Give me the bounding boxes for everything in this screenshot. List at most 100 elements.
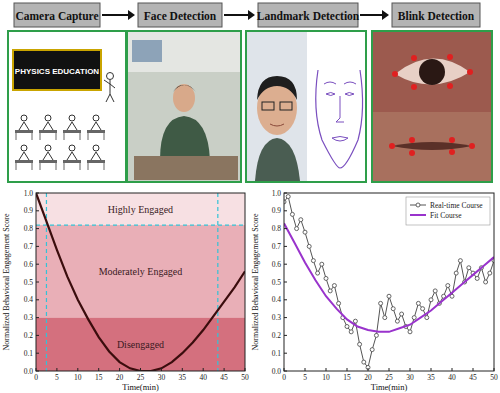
y-tick-label: 0.0 [24, 367, 34, 376]
arrow [102, 14, 129, 16]
landmark-dot [411, 84, 417, 90]
y-axis-label: Normalized Behavioral Engagement Score [251, 213, 260, 351]
y-tick [284, 282, 287, 283]
x-tick [452, 368, 453, 371]
desk-legs [40, 133, 56, 140]
series-point [362, 360, 366, 364]
desk [87, 160, 105, 163]
glasses-right [280, 102, 292, 110]
y-tick-label: 0.2 [24, 331, 34, 340]
y-tick [284, 317, 287, 318]
desk [63, 160, 81, 163]
plot-bg [36, 193, 245, 371]
step-label: Landmark Detection [257, 10, 360, 22]
y-tick [284, 210, 287, 211]
board-text: PHYSICS EDUCATION [15, 67, 100, 76]
x-tick [473, 368, 474, 371]
series-point [433, 289, 437, 293]
reference-line [217, 193, 218, 371]
desk [63, 130, 81, 133]
student-head [21, 145, 27, 151]
x-tick-label: 40 [448, 373, 456, 382]
desk-legs [88, 163, 104, 170]
y-tick-label: 0.7 [272, 242, 282, 251]
x-tick [182, 368, 183, 371]
x-tick [326, 368, 327, 371]
legend-box [406, 197, 490, 225]
x-tick-label: 45 [220, 373, 228, 382]
face-photo-bg [247, 32, 307, 181]
student-head [21, 115, 27, 121]
series-point [383, 316, 387, 320]
student-head [93, 115, 99, 121]
series-point [311, 259, 315, 263]
series-point [408, 330, 412, 334]
y-tick-label: 0.3 [24, 313, 34, 322]
x-tick-label: 25 [385, 373, 393, 382]
y-tick-label: 1.0 [24, 189, 34, 198]
series-point [400, 312, 404, 316]
y-tick-label: 0.4 [272, 295, 282, 304]
y-tick [284, 353, 287, 354]
y-tick [284, 335, 287, 336]
desk-top [134, 156, 238, 180]
band [36, 193, 245, 225]
student-head [93, 145, 99, 151]
series-point [370, 348, 374, 352]
x-tick-label: 5 [303, 373, 307, 382]
series-point [446, 284, 450, 288]
classroom-illustration: PHYSICS EDUCATION [13, 50, 115, 170]
y-tick-label: 0.2 [272, 331, 282, 340]
x-tick-label: 5 [55, 373, 59, 382]
series-point [353, 319, 357, 323]
landmark-dot [449, 137, 455, 143]
x-tick-label: 15 [95, 373, 103, 382]
y-tick-label: 0.0 [272, 367, 282, 376]
band [36, 318, 245, 371]
series-point [395, 319, 399, 323]
step-label: Face Detection [144, 10, 217, 22]
desk [15, 130, 33, 133]
plot-frame [36, 193, 245, 371]
series-point [475, 276, 479, 280]
series-point [324, 276, 328, 280]
series-point [391, 307, 395, 311]
arrow-head [248, 10, 255, 20]
student-head [45, 145, 51, 151]
x-axis-label: Time(min) [122, 382, 159, 392]
y-tick-label: 0.3 [272, 313, 282, 322]
student-body [91, 122, 101, 130]
series-point [412, 316, 416, 320]
y-tick [36, 317, 39, 318]
eye-photo-closed [373, 112, 491, 181]
series-line [36, 193, 245, 371]
series-point [307, 244, 311, 248]
series-point [421, 307, 425, 311]
x-tick-label: 45 [469, 373, 477, 382]
series-point [387, 294, 391, 298]
chart: 051015202530354045500.00.10.20.30.40.50.… [251, 189, 498, 392]
blackboard [13, 50, 101, 90]
x-tick-label: 35 [427, 373, 435, 382]
series-point [320, 262, 324, 266]
x-tick [140, 368, 141, 371]
series-point [286, 195, 290, 199]
mesh-jaw [316, 70, 363, 168]
y-tick [36, 282, 39, 283]
window [132, 40, 162, 62]
series-point [316, 271, 320, 275]
desk-legs [16, 163, 32, 170]
wall [128, 32, 240, 72]
student-head [45, 115, 51, 121]
mouth [270, 124, 284, 126]
eye-open [395, 58, 470, 84]
series-line [284, 197, 494, 368]
step-label: Camera Capture [15, 10, 98, 23]
legend: Real-time CourseFit Course [406, 197, 490, 225]
landmark-dot [409, 137, 415, 143]
band-label: Disengaged [117, 339, 164, 350]
step-label: Blink Detection [398, 10, 475, 22]
x-tick [431, 368, 432, 371]
panel-frame [8, 31, 126, 182]
plot-frame [284, 193, 494, 371]
